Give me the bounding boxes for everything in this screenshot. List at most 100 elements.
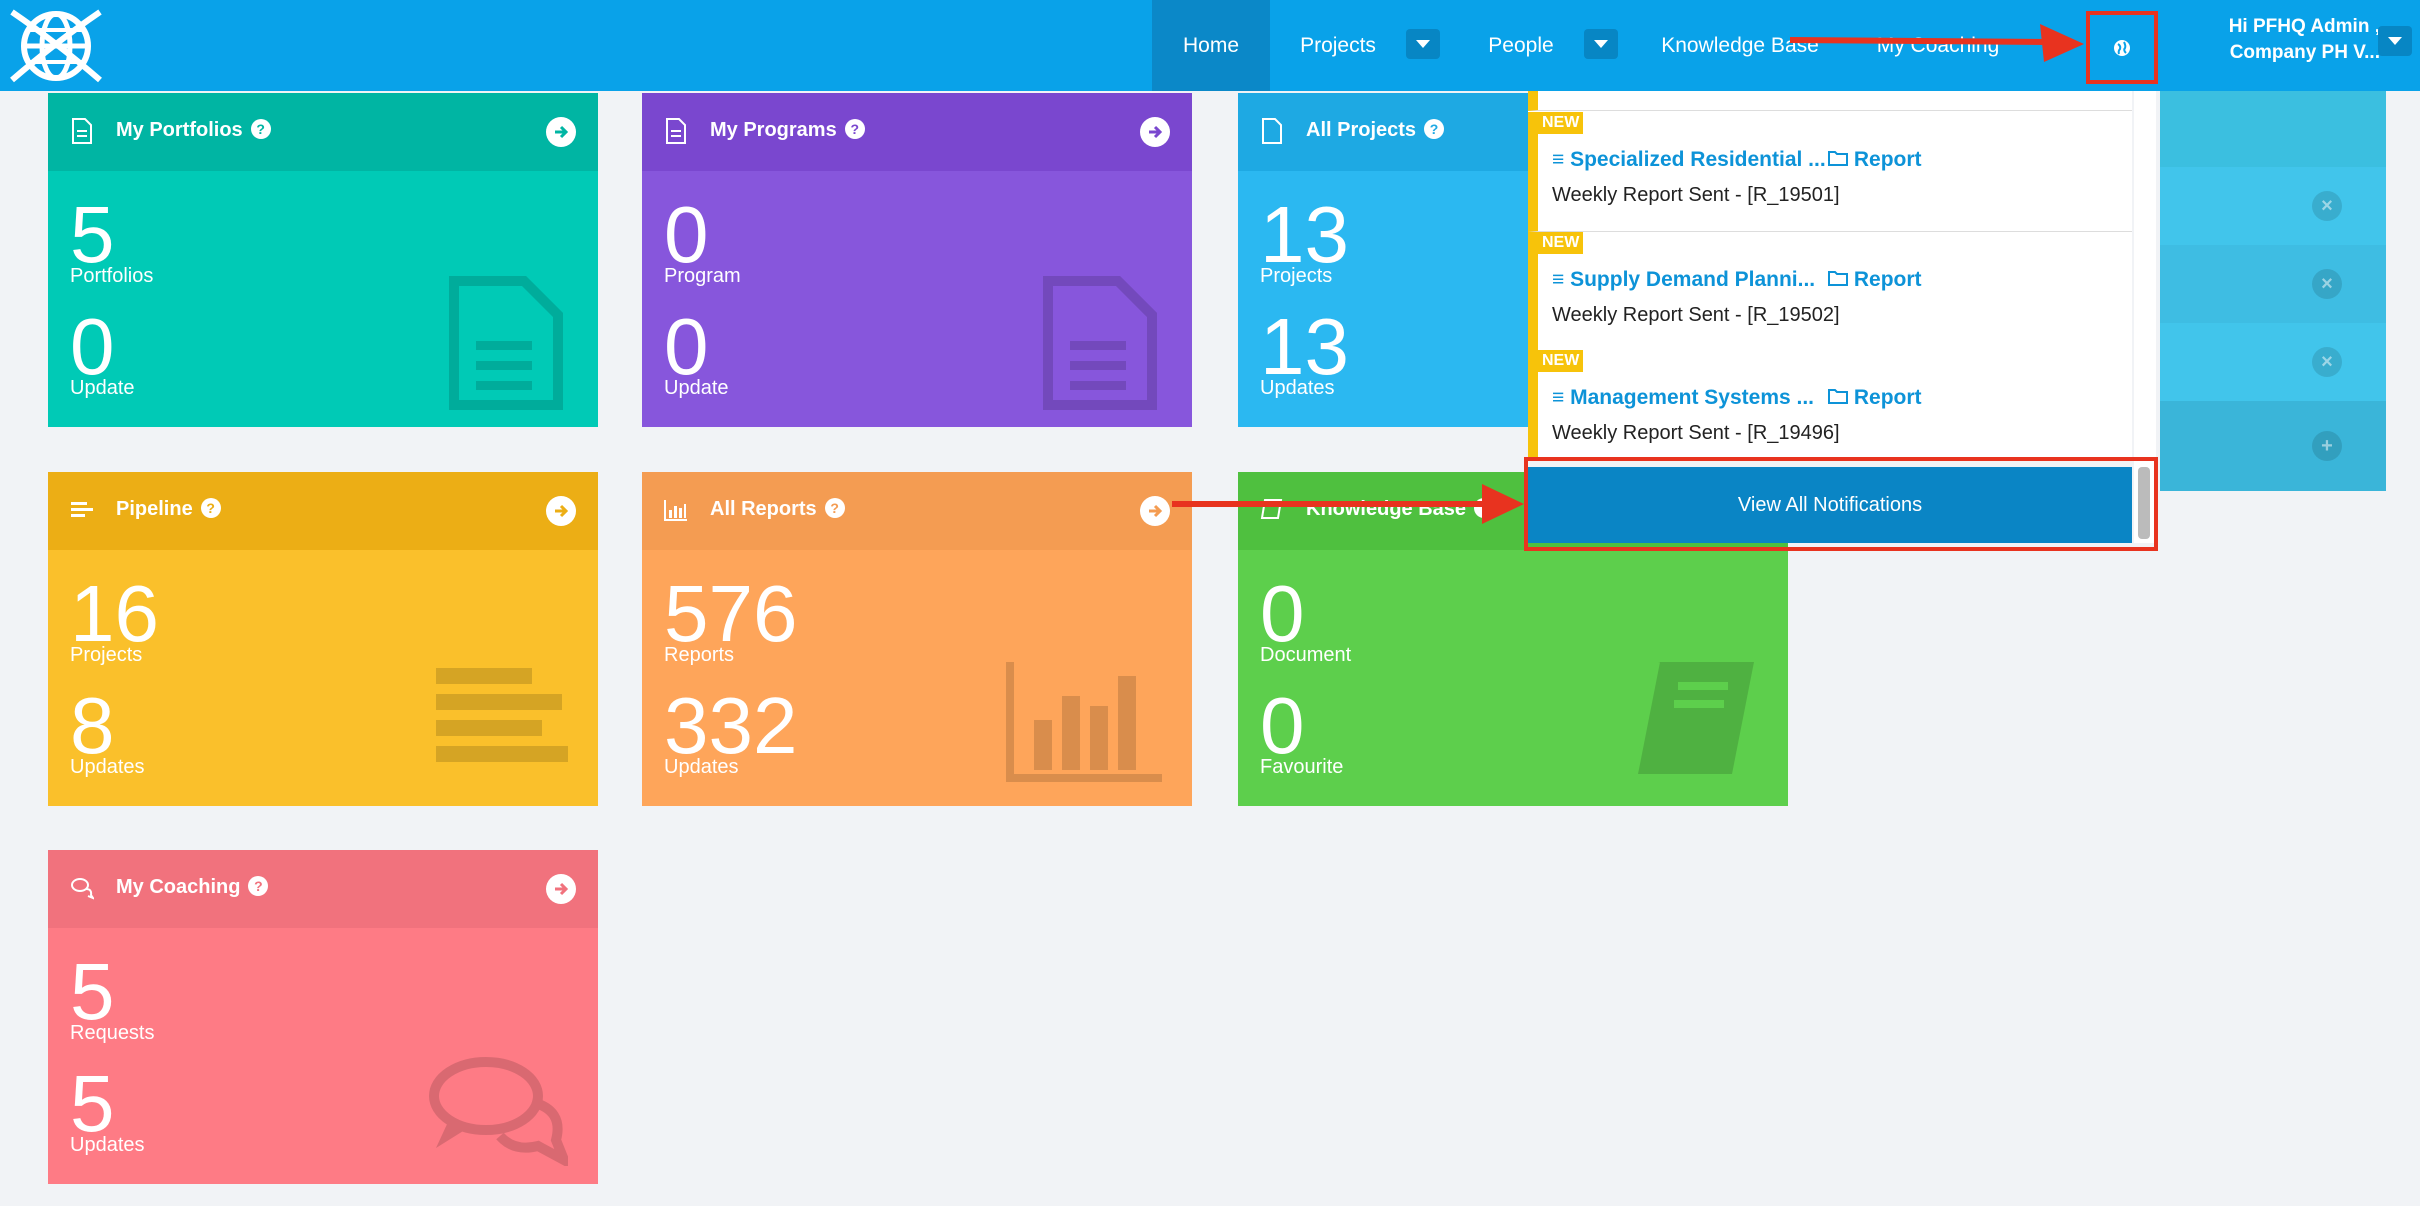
updates-label: Updates (1260, 377, 1335, 399)
requests-label: Requests (70, 1022, 155, 1044)
card-title: My Portfolios (116, 119, 243, 141)
requests-count: 5 (70, 947, 115, 1036)
notification-type-link[interactable]: Report (1828, 268, 1922, 292)
update-label: Update (664, 377, 729, 399)
help-icon[interactable]: ? (1424, 118, 1445, 139)
card-title: My Programs (710, 119, 837, 141)
arrow-right-icon[interactable] (546, 117, 576, 147)
notification-type-link[interactable]: Report (1828, 386, 1922, 410)
nav-people-label: People (1488, 33, 1554, 57)
panel-row: + (2160, 401, 2386, 491)
user-company: Company PH V... (2229, 42, 2380, 63)
help-icon[interactable]: ? (250, 118, 271, 139)
align-left-icon (71, 502, 93, 517)
card-pipeline: Pipeline? 16 Projects 8 Updates (48, 472, 598, 806)
nav-knowledge-base-label: Knowledge Base (1661, 33, 1819, 57)
close-icon[interactable]: + (2312, 431, 2342, 461)
notification-item[interactable]: NEW ≡ Management Systems ... Report Week… (1528, 350, 2132, 461)
file-icon (1262, 118, 1282, 144)
folder-icon (1828, 271, 1848, 286)
card-body: 576 Reports 332 Updates (642, 550, 1192, 806)
card-my-coaching: My Coaching? 5 Requests 5 Updates (48, 850, 598, 1184)
bar-chart-icon (664, 500, 687, 521)
annotation-arrowhead (1482, 484, 1524, 524)
card-header: Pipeline? (48, 472, 598, 550)
user-menu-caret-icon[interactable] (2378, 26, 2412, 56)
arrow-right-icon[interactable] (1140, 496, 1170, 526)
book-watermark-icon (1634, 661, 1754, 775)
document-label: Document (1260, 644, 1352, 666)
notification-item[interactable]: NEW ≡ Specialized Residential ... Report… (1528, 112, 2132, 232)
card-title: My Coaching (116, 876, 241, 898)
help-icon[interactable]: ? (844, 118, 865, 139)
nav-home-label: Home (1182, 33, 1240, 57)
close-icon[interactable]: × (2312, 347, 2342, 377)
card-title: All Projects (1306, 119, 1417, 141)
card-my-programs: My Programs? 0 Program 0 Update (642, 93, 1192, 427)
nav-knowledge-base[interactable]: Knowledge Base (1660, 0, 1820, 91)
coaching-updates-count: 5 (70, 1059, 115, 1148)
people-dropdown-caret-icon[interactable] (1584, 29, 1618, 59)
nav-projects[interactable]: Projects (1280, 0, 1396, 91)
coaching-updates-label: Updates (70, 1134, 145, 1156)
dropdown-scrollbar-thumb[interactable] (2138, 467, 2150, 539)
notifications-globe-button[interactable] (2086, 11, 2158, 84)
right-side-panel: × × × + (2160, 91, 2386, 491)
help-icon[interactable]: ? (200, 497, 221, 518)
notification-title[interactable]: ≡ Management Systems ... (1552, 386, 1815, 409)
pipeline-updates-count: 8 (70, 681, 115, 770)
card-my-portfolios: My Portfolios? 5 Portfolios 0 Update (48, 93, 598, 427)
projects-dropdown-caret-icon[interactable] (1406, 29, 1440, 59)
notification-title[interactable]: ≡ Specialized Residential ... (1552, 148, 1826, 171)
arrow-right-icon[interactable] (546, 496, 576, 526)
arrow-right-icon[interactable] (546, 874, 576, 904)
annotation-arrowhead (2040, 24, 2084, 62)
program-label: Program (664, 265, 741, 287)
reports-updates-label: Updates (664, 756, 739, 778)
reports-count: 576 (664, 569, 798, 658)
close-icon[interactable]: × (2312, 269, 2342, 299)
globe-icon (2114, 39, 2130, 56)
nav-home[interactable]: Home (1152, 0, 1270, 91)
comments-icon (71, 878, 94, 900)
help-icon[interactable]: ? (824, 497, 845, 518)
pipeline-updates-label: Updates (70, 756, 145, 778)
panel-row: × (2160, 167, 2386, 245)
panel-row: × (2160, 245, 2386, 323)
notification-subtitle: Weekly Report Sent - [R_19502] (1552, 304, 1840, 326)
update-count: 0 (70, 302, 115, 391)
user-menu[interactable]: Hi PFHQ Admin , Company PH V... (2190, 14, 2380, 66)
update-label: Update (70, 377, 135, 399)
new-badge: NEW (1538, 350, 1584, 372)
top-navbar: Home Projects People Knowledge Base My C… (0, 0, 2420, 91)
help-icon[interactable]: ? (248, 875, 269, 896)
card-title: Pipeline (116, 498, 193, 520)
company-logo[interactable] (8, 2, 104, 90)
card-all-reports: All Reports? 576 Reports 332 Updates (642, 472, 1192, 806)
notifications-dropdown: NEW ≡ Specialized Residential ... Report… (1528, 91, 2132, 461)
close-icon[interactable]: × (2312, 191, 2342, 221)
updates-count: 13 (1260, 302, 1349, 391)
favourite-label: Favourite (1260, 756, 1344, 778)
update-count: 0 (664, 302, 709, 391)
nav-projects-label: Projects (1300, 33, 1376, 57)
pipeline-projects-count: 16 (70, 569, 159, 658)
notification-type-link[interactable]: Report (1828, 148, 1922, 172)
notification-subtitle: Weekly Report Sent - [R_19496] (1552, 422, 1840, 444)
favourite-count: 0 (1260, 681, 1305, 770)
nav-people[interactable]: People (1466, 0, 1576, 91)
notification-title[interactable]: ≡ Supply Demand Planni... (1552, 268, 1816, 291)
annotation-highlight-box (1524, 457, 2158, 551)
document-watermark-icon (1043, 276, 1157, 410)
card-body: 0 Program 0 Update (642, 171, 1192, 427)
card-body: 0 Document 0 Favourite (1238, 550, 1788, 806)
notification-item[interactable]: NEW ≡ Supply Demand Planni... Report Wee… (1528, 232, 2132, 352)
new-badge: NEW (1538, 112, 1584, 134)
dropdown-scrollbar[interactable] (2134, 91, 2156, 543)
portfolios-count: 5 (70, 190, 115, 279)
view-all-notifications-button[interactable]: View All Notifications (1528, 467, 2132, 543)
arrow-right-icon[interactable] (1140, 117, 1170, 147)
notification-item-partial[interactable] (1528, 91, 2132, 111)
document-icon (72, 118, 92, 144)
